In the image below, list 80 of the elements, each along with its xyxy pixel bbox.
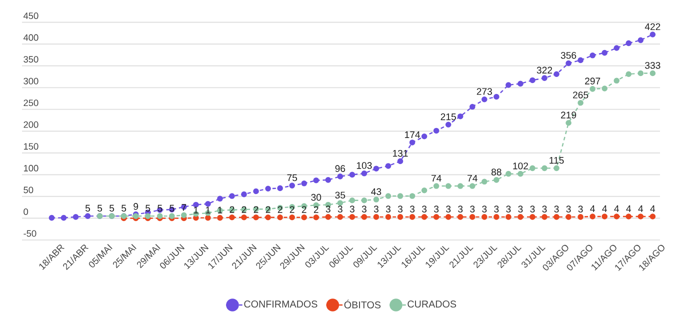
data-label: 103 bbox=[356, 162, 372, 169]
data-label: 115 bbox=[550, 156, 564, 164]
data-label: 333 bbox=[645, 62, 660, 69]
data-label: 5 bbox=[97, 204, 102, 212]
data-label: 3 bbox=[542, 206, 547, 212]
data-label: 3 bbox=[410, 206, 415, 212]
data-label: 2 bbox=[254, 206, 258, 213]
data-label: 43 bbox=[371, 188, 382, 196]
data-label: 3 bbox=[446, 206, 451, 212]
data-label: 4 bbox=[638, 205, 644, 212]
data-label: 3 bbox=[350, 206, 354, 212]
data-label: 3 bbox=[458, 206, 463, 212]
data-label: 5 bbox=[85, 204, 90, 212]
data-label: 30 bbox=[311, 194, 322, 201]
data-label: 3 bbox=[386, 206, 390, 212]
data-label: 1 bbox=[206, 206, 210, 214]
data-label: 273 bbox=[476, 88, 492, 95]
data-label: 2 bbox=[230, 206, 234, 213]
data-label: 4 bbox=[614, 205, 620, 212]
data-label: 35 bbox=[335, 192, 346, 199]
y-tick-label: 300 bbox=[24, 78, 38, 84]
data-label: 4 bbox=[650, 205, 656, 212]
data-label: 219 bbox=[561, 112, 576, 118]
data-label: 5 bbox=[110, 204, 114, 212]
y-tick-label: 150 bbox=[24, 143, 38, 150]
legend-label: CONFIRMADOS bbox=[244, 300, 318, 308]
data-label: 102 bbox=[513, 162, 528, 170]
y-tick-label: 450 bbox=[23, 12, 38, 20]
data-label: 74 bbox=[468, 174, 478, 182]
data-label: 3 bbox=[506, 206, 511, 212]
y-tick-label: -50 bbox=[24, 230, 36, 237]
data-label: 5 bbox=[122, 204, 126, 212]
data-label: 2 bbox=[290, 206, 294, 213]
data-label: 74 bbox=[431, 174, 442, 182]
data-label: 96 bbox=[335, 165, 346, 172]
data-label: 1 bbox=[218, 206, 222, 214]
data-label: 9 bbox=[134, 203, 138, 210]
data-label: 3 bbox=[422, 206, 427, 212]
data-label: 3 bbox=[362, 206, 366, 212]
y-tick-label: 350 bbox=[24, 56, 38, 63]
data-label: 3 bbox=[374, 206, 378, 212]
data-label: 4 bbox=[602, 205, 607, 212]
data-label: 297 bbox=[585, 78, 600, 84]
y-tick-label: 50 bbox=[24, 186, 34, 194]
data-label: 3 bbox=[578, 206, 583, 212]
data-label: 3 bbox=[398, 206, 403, 212]
y-tick-label: 100 bbox=[24, 164, 38, 172]
data-label: 3 bbox=[518, 206, 523, 212]
data-label: 3 bbox=[554, 206, 559, 212]
data-label: 265 bbox=[573, 92, 588, 98]
data-label: 1 bbox=[194, 206, 198, 214]
y-tick-label: 200 bbox=[24, 121, 38, 128]
data-label: 3 bbox=[566, 206, 571, 212]
data-label: 174 bbox=[405, 131, 420, 138]
data-label: 2 bbox=[242, 206, 246, 213]
legend-label: CURADOS bbox=[408, 300, 456, 308]
data-label: 322 bbox=[536, 66, 552, 74]
data-label: 356 bbox=[560, 52, 576, 59]
legend-label: ÓBITOS bbox=[344, 300, 381, 308]
data-label: 7 bbox=[182, 204, 186, 211]
data-label: 4 bbox=[590, 205, 595, 212]
data-label: 422 bbox=[644, 23, 660, 30]
y-tick-label: 400 bbox=[23, 34, 38, 41]
data-label: 2 bbox=[302, 206, 306, 213]
data-label: 75 bbox=[287, 174, 298, 182]
data-label: 3 bbox=[482, 206, 487, 212]
data-label: 215 bbox=[440, 113, 456, 120]
y-tick-label: 250 bbox=[24, 100, 38, 106]
data-label: 3 bbox=[470, 206, 475, 212]
data-label: 3 bbox=[530, 206, 535, 212]
data-label: 3 bbox=[434, 206, 439, 212]
data-label: 131 bbox=[392, 150, 408, 157]
data-label: 3 bbox=[494, 206, 499, 212]
y-tick-label: 0 bbox=[24, 208, 28, 215]
data-label: 2 bbox=[266, 206, 270, 213]
data-label: 88 bbox=[492, 168, 502, 176]
data-label: 3 bbox=[338, 206, 342, 212]
data-label: 2 bbox=[314, 206, 318, 213]
data-label: 4 bbox=[626, 205, 632, 212]
data-label: 3 bbox=[326, 206, 330, 212]
